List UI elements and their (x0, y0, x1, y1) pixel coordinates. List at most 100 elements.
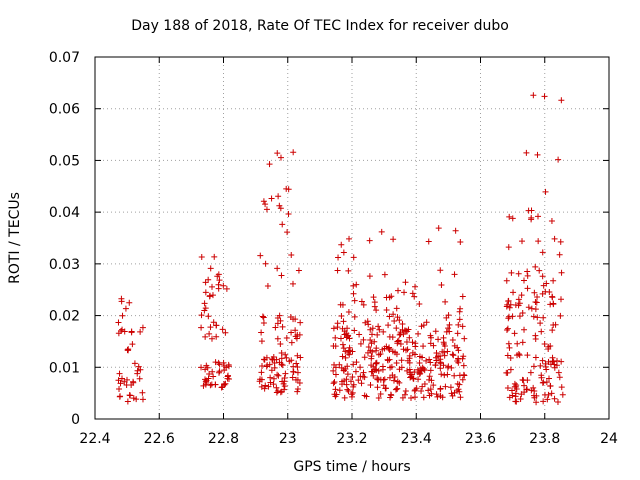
grid (95, 57, 609, 419)
y-tick-label: 0.07 (49, 50, 80, 66)
data-point (390, 236, 397, 243)
data-point (446, 321, 453, 328)
data-point (549, 294, 556, 301)
data-point (371, 338, 378, 345)
data-point (524, 352, 531, 359)
data-point (539, 357, 546, 364)
data-point (207, 382, 214, 389)
data-point (544, 396, 551, 403)
data-point (267, 379, 274, 386)
data-point (262, 201, 269, 208)
data-point (444, 371, 451, 378)
data-point (425, 238, 432, 245)
data-point (515, 302, 522, 309)
data-point (383, 343, 390, 350)
data-point (293, 360, 300, 367)
data-point (274, 371, 281, 378)
data-point (547, 342, 554, 349)
data-point (399, 394, 406, 401)
data-point (530, 313, 537, 320)
data-point (296, 380, 303, 387)
data-point (421, 367, 428, 374)
data-point (209, 292, 216, 299)
data-point (381, 271, 388, 278)
data-point (448, 364, 455, 371)
data-point (341, 331, 348, 338)
data-point (347, 378, 354, 385)
data-point (434, 393, 441, 400)
data-point (349, 374, 356, 381)
data-point (556, 251, 563, 258)
data-point (456, 381, 463, 388)
data-point (332, 334, 339, 341)
data-point (503, 303, 510, 310)
data-point (139, 396, 146, 403)
data-point (276, 202, 283, 209)
data-point (202, 289, 209, 296)
data-point (548, 390, 555, 397)
data-point (509, 215, 516, 222)
data-point (202, 333, 209, 340)
data-point (332, 386, 339, 393)
data-point (541, 93, 548, 100)
data-point (379, 346, 386, 353)
data-point (393, 305, 400, 312)
data-point (277, 317, 284, 324)
y-tick-label: 0.05 (49, 153, 80, 169)
data-point (437, 386, 444, 393)
data-point (550, 277, 557, 284)
data-point (374, 384, 381, 391)
x-tick-label: 22.8 (208, 431, 239, 447)
data-point (402, 388, 409, 395)
data-point (266, 161, 273, 168)
data-point (531, 387, 538, 394)
data-point (524, 272, 531, 279)
data-point (270, 375, 277, 382)
data-point (418, 387, 425, 394)
data-point (448, 390, 455, 397)
data-point (504, 325, 511, 332)
data-point (294, 369, 301, 376)
data-point (269, 356, 276, 363)
data-point (119, 375, 126, 382)
data-point (223, 364, 230, 371)
data-point (406, 352, 413, 359)
data-point (349, 348, 356, 355)
data-point (445, 363, 452, 370)
data-point (438, 282, 445, 289)
data-point (512, 393, 519, 400)
data-point (273, 384, 280, 391)
data-point (213, 322, 220, 329)
data-point (361, 374, 368, 381)
data-point (507, 301, 514, 308)
data-point (275, 372, 282, 379)
data-point (460, 362, 467, 369)
data-point (520, 277, 527, 284)
data-point (274, 388, 281, 395)
data-point (266, 361, 273, 368)
data-point (396, 317, 403, 324)
data-point (137, 366, 144, 373)
data-point (397, 330, 404, 337)
data-point (258, 383, 265, 390)
data-point (534, 293, 541, 300)
data-point (549, 358, 556, 365)
data-point (210, 373, 217, 380)
data-point (360, 369, 367, 376)
data-point (294, 376, 301, 383)
data-point (274, 265, 281, 272)
data-point (119, 312, 126, 319)
data-point (343, 376, 350, 383)
data-point (394, 314, 401, 321)
data-point (369, 348, 376, 355)
data-point (117, 380, 124, 387)
data-point (338, 313, 345, 320)
data-point (399, 321, 406, 328)
data-point (460, 353, 467, 360)
data-point (519, 309, 526, 316)
data-point (277, 340, 284, 347)
data-point (263, 206, 270, 213)
data-point (503, 326, 510, 333)
data-point (539, 273, 546, 280)
